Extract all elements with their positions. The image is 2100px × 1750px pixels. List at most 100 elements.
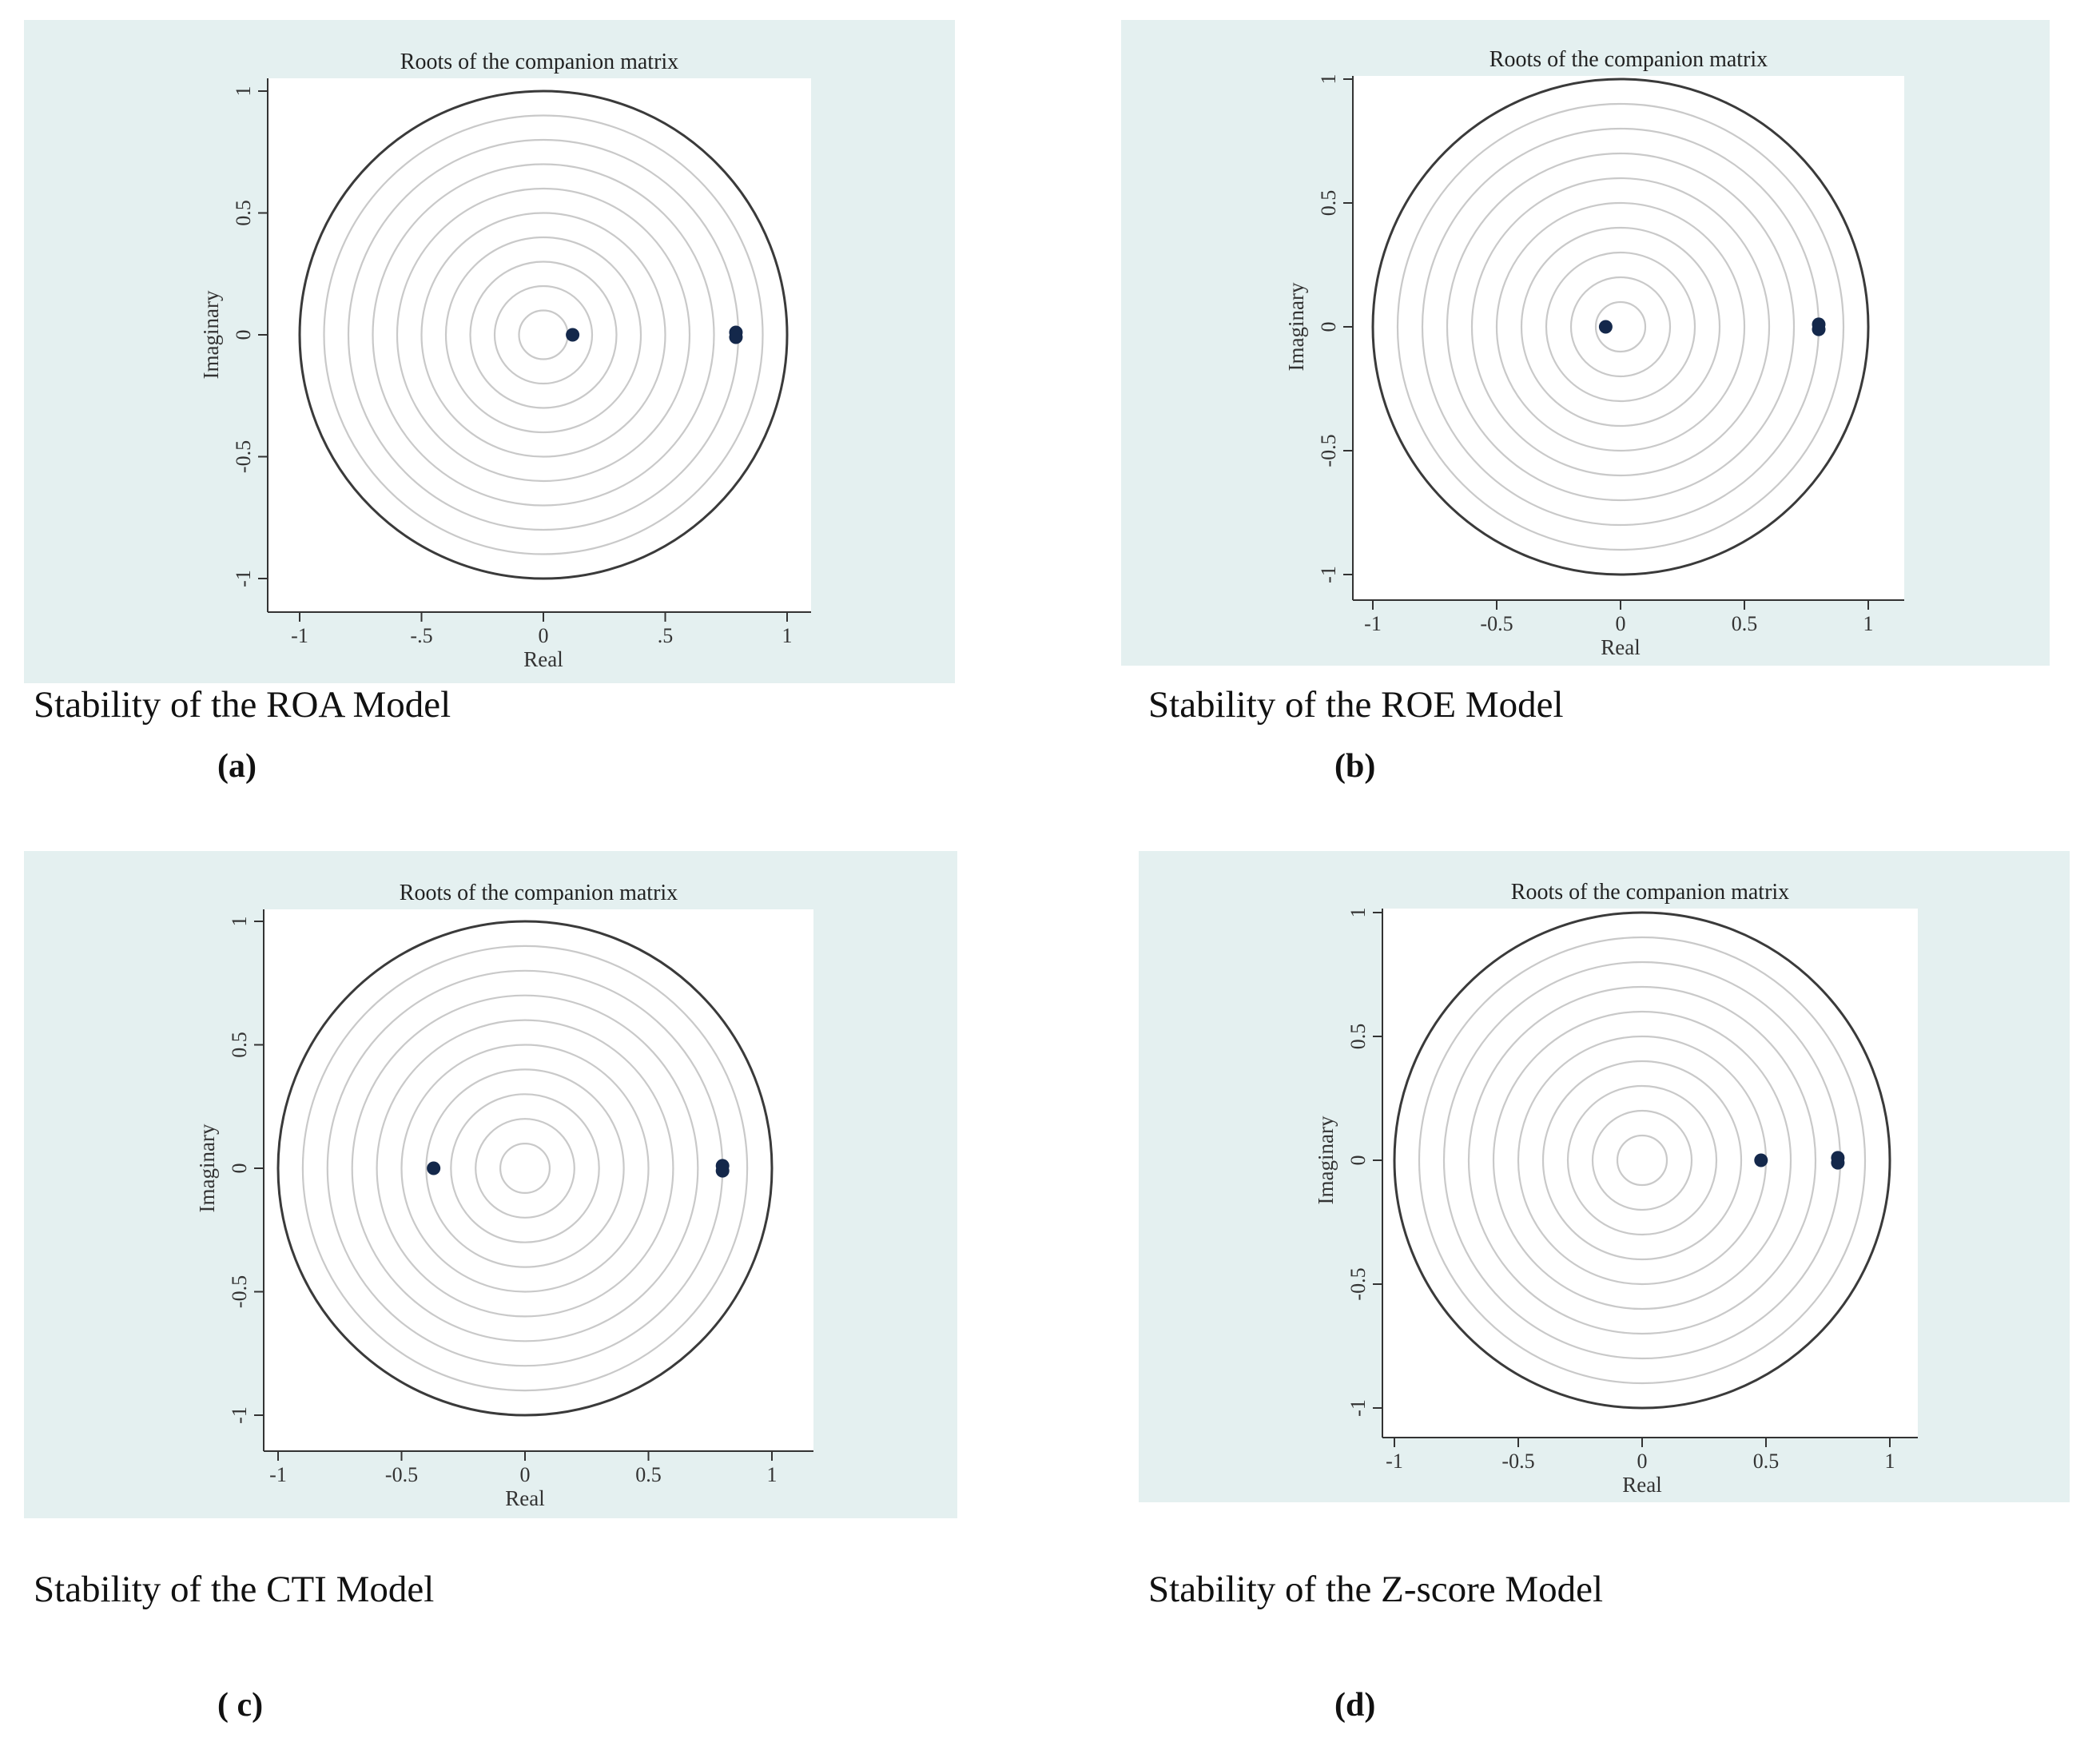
grid-circle — [475, 1118, 575, 1219]
y-tick-label: 1 — [228, 917, 251, 927]
grid-circle — [420, 212, 666, 458]
root-plot-svg: -1 -0.5 0 0.5 1 -1 -0.5 0 0.5 1 Roots of the compa… — [195, 881, 813, 1510]
panel-caption: Stability of the Z-score Model — [1148, 1569, 1604, 1610]
panel-caption: Stability of the ROA Model — [34, 684, 451, 726]
y-tick-label: -1 — [228, 1406, 251, 1424]
x-axis-label: Real — [505, 1486, 544, 1510]
root-point — [1831, 1155, 1845, 1170]
grid-circle — [1591, 1109, 1693, 1211]
grid-circle — [1616, 1134, 1668, 1187]
chart-title: Roots of the companion matrix — [400, 881, 678, 905]
grid-circle — [1520, 226, 1721, 428]
grid-circle — [351, 994, 699, 1342]
grid-circle — [1492, 1010, 1792, 1311]
root-point — [566, 328, 580, 342]
x-tick-label: -0.5 — [1480, 612, 1513, 635]
y-tick-label: 0 — [228, 1163, 251, 1174]
x-tick-label: 0 — [1637, 1450, 1648, 1473]
y-tick-label: 1 — [232, 86, 255, 97]
root-plot-svg: -1 -0.5 0 0.5 1 -1 -0.5 0 0.5 1 Roots of the compa… — [1314, 880, 1918, 1497]
y-tick-label: -0.5 — [228, 1275, 251, 1308]
unit-circle — [298, 89, 789, 580]
chart-panel-d: -1 -0.5 0 0.5 1 -1 -0.5 0 0.5 1 Roots of the compa… — [1139, 851, 2070, 1502]
x-axis-label: Real — [523, 647, 563, 671]
y-tick-label: -0.5 — [1317, 434, 1340, 467]
y-tick-label: 0.5 — [1346, 1024, 1370, 1050]
plot-area — [1353, 76, 1904, 600]
y-tick-label: 0.5 — [228, 1032, 251, 1058]
panel-caption: Stability of the ROE Model — [1148, 684, 1564, 726]
grid-circle — [1545, 251, 1696, 403]
chart-title: Roots of the companion matrix — [1511, 880, 1789, 905]
y-axis-label: Imaginary — [195, 1124, 219, 1212]
y-tick-label: -1 — [1317, 566, 1340, 583]
x-tick-label: 1 — [767, 1463, 778, 1486]
grid-circle — [1467, 985, 1817, 1335]
chart-panel-c: -1 -0.5 0 0.5 1 -1 -0.5 0 0.5 1 Roots of the compa… — [24, 851, 957, 1518]
y-axis-label: Imaginary — [1284, 282, 1308, 371]
x-tick-label: 0.5 — [1732, 612, 1758, 635]
unit-circle — [276, 920, 774, 1417]
unit-circle — [1393, 911, 1891, 1410]
root-point — [427, 1161, 441, 1175]
y-axis-label: Imaginary — [199, 290, 223, 379]
x-tick-label: 0 — [1616, 612, 1626, 635]
grid-circle — [499, 1143, 551, 1195]
chart-title: Roots of the companion matrix — [400, 50, 678, 74]
root-point — [1598, 320, 1613, 334]
grid-circle — [444, 236, 642, 434]
root-plot-svg: -1 -0.5 0 0.5 1 -1 -0.5 0 0.5 1 Roots of the compa… — [1284, 47, 1904, 659]
chart-panel-a: -1 -.5 0.5 1 -1 -0.5 0 0.5 1 Roots of the compani… — [24, 20, 955, 683]
x-tick-label: -1 — [1386, 1450, 1403, 1473]
grid-circle — [396, 187, 691, 483]
root-point — [729, 330, 743, 344]
grid-circle — [1446, 152, 1796, 502]
x-axis-label: Real — [1622, 1473, 1661, 1497]
y-tick-label: 0 — [1346, 1155, 1370, 1166]
y-tick-label: 0 — [232, 330, 255, 340]
x-tick-label: 0.5 — [635, 1463, 662, 1486]
grid-circle — [1470, 177, 1771, 477]
panel-label: (b) — [1334, 748, 1376, 785]
y-tick-label: 0.5 — [1317, 190, 1340, 217]
x-tick-label: 0 — [539, 624, 549, 647]
panel-label: (d) — [1334, 1687, 1376, 1724]
grid-circle — [469, 261, 618, 409]
y-axis-label: Imaginary — [1314, 1116, 1338, 1204]
x-tick-label: -1 — [291, 624, 308, 647]
panel-label: (a) — [217, 748, 257, 785]
grid-circle — [372, 163, 715, 507]
grid-circle — [323, 114, 764, 555]
x-tick-label: -1 — [269, 1463, 287, 1486]
plot-area — [264, 909, 813, 1451]
y-tick-label: 0 — [1317, 322, 1340, 332]
x-tick-label: 1 — [1863, 612, 1874, 635]
y-tick-label: -0.5 — [1346, 1267, 1370, 1300]
grid-circle — [1566, 1084, 1718, 1236]
grid-circle — [1541, 1060, 1743, 1261]
grid-circle — [1569, 276, 1672, 378]
grid-circle — [1594, 300, 1647, 353]
x-tick-label: -1 — [1364, 612, 1382, 635]
grid-circle — [1418, 936, 1867, 1385]
y-tick-label: 1 — [1346, 908, 1370, 918]
grid-circle — [425, 1068, 625, 1268]
panel-label: ( c) — [217, 1687, 264, 1724]
grid-circle — [1396, 102, 1845, 551]
x-tick-label: -0.5 — [1501, 1450, 1534, 1473]
x-tick-label: .5 — [658, 624, 674, 647]
x-axis-label: Real — [1601, 635, 1640, 659]
y-tick-label: -1 — [1346, 1399, 1370, 1417]
root-point — [1754, 1153, 1768, 1167]
x-tick-label: 1 — [1885, 1450, 1895, 1473]
grid-circle — [400, 1044, 650, 1293]
y-tick-label: -0.5 — [232, 440, 255, 473]
root-point — [715, 1163, 730, 1178]
unit-circle — [1371, 78, 1870, 576]
x-tick-label: -0.5 — [385, 1463, 418, 1486]
chart-title: Roots of the companion matrix — [1489, 47, 1768, 72]
x-tick-label: 1 — [782, 624, 793, 647]
panel-caption: Stability of the CTI Model — [34, 1569, 435, 1610]
y-tick-label: 0.5 — [232, 200, 255, 226]
